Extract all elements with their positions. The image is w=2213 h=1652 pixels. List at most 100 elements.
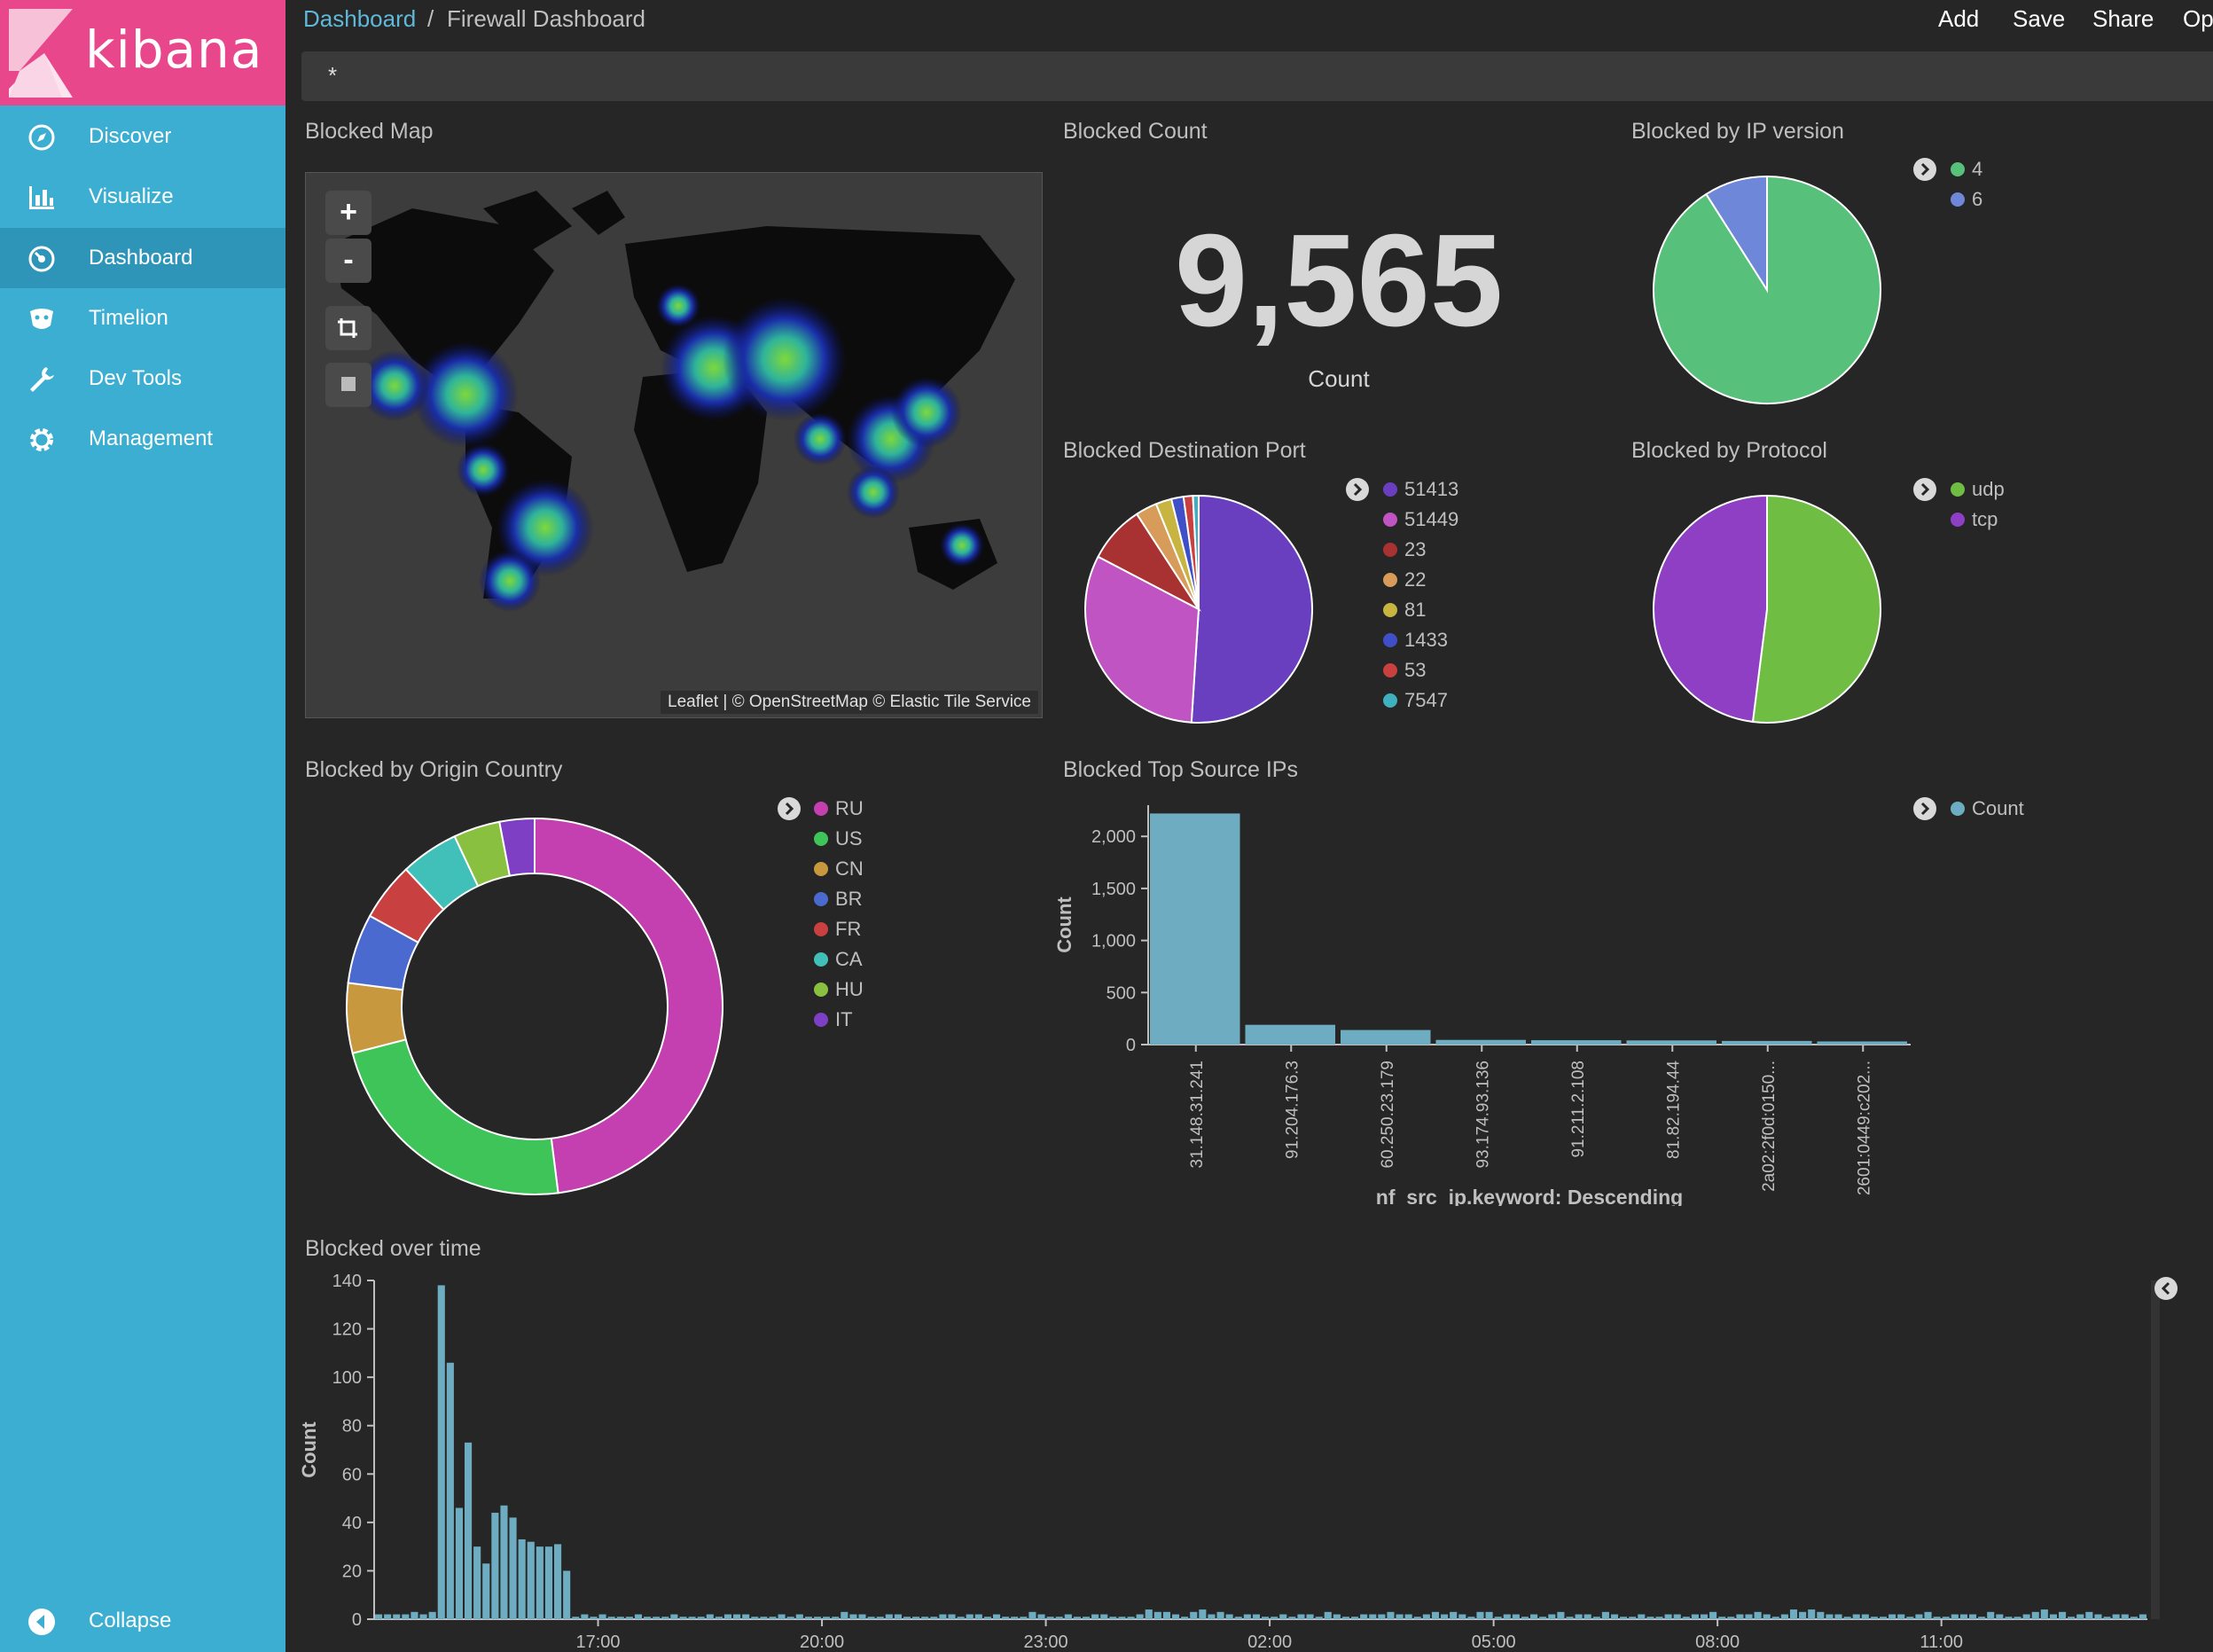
- legend-item[interactable]: 51413: [1383, 478, 1458, 501]
- bar[interactable]: [1682, 1617, 1690, 1619]
- breadcrumb-root[interactable]: Dashboard: [303, 5, 417, 32]
- bar[interactable]: [1458, 1614, 1466, 1619]
- bar[interactable]: [1817, 1611, 1825, 1619]
- bar[interactable]: [1208, 1614, 1216, 1619]
- bar[interactable]: [2112, 1614, 2120, 1619]
- save-button[interactable]: Save: [2013, 5, 2066, 32]
- bar[interactable]: [1826, 1614, 1834, 1619]
- bar[interactable]: [1100, 1614, 1108, 1619]
- bar[interactable]: [590, 1617, 598, 1619]
- bar[interactable]: [1243, 1614, 1251, 1619]
- bar[interactable]: [1234, 1617, 1242, 1619]
- bar[interactable]: [1996, 1614, 2004, 1619]
- bar[interactable]: [2085, 1611, 2093, 1619]
- bar[interactable]: [688, 1617, 696, 1619]
- bar[interactable]: [1011, 1617, 1019, 1619]
- pie-slice-tcp[interactable]: [1653, 494, 1768, 724]
- bar[interactable]: [1888, 1614, 1896, 1619]
- bar[interactable]: [1978, 1617, 1986, 1619]
- bar[interactable]: [1245, 1024, 1336, 1045]
- bar[interactable]: [527, 1541, 535, 1619]
- bar[interactable]: [1396, 1614, 1404, 1619]
- bar[interactable]: [1136, 1614, 1144, 1619]
- bar[interactable]: [1754, 1611, 1762, 1619]
- bar[interactable]: [1118, 1617, 1126, 1619]
- bar[interactable]: [1610, 1614, 1619, 1619]
- bar[interactable]: [1145, 1609, 1153, 1619]
- bar[interactable]: [1494, 1617, 1502, 1619]
- bar[interactable]: [1771, 1617, 1779, 1619]
- bar[interactable]: [1333, 1614, 1341, 1619]
- fit-bounds-button[interactable]: [325, 306, 371, 350]
- bar[interactable]: [509, 1517, 517, 1619]
- legend-item[interactable]: RU: [814, 797, 864, 820]
- bar[interactable]: [1817, 1041, 1908, 1045]
- bar[interactable]: [832, 1617, 840, 1619]
- legend-toggle-dest-port[interactable]: [1346, 478, 1369, 501]
- bar[interactable]: [1288, 1617, 1296, 1619]
- bar[interactable]: [1279, 1614, 1287, 1619]
- bar[interactable]: [1655, 1617, 1663, 1619]
- bar[interactable]: [760, 1617, 768, 1619]
- bar[interactable]: [518, 1538, 526, 1619]
- bar[interactable]: [581, 1614, 589, 1619]
- pie-slice-US[interactable]: [351, 1038, 559, 1195]
- legend-toggle-ip-version[interactable]: [1913, 158, 1936, 181]
- pie-slice-RU[interactable]: [534, 817, 723, 1194]
- bar[interactable]: [1959, 1614, 1967, 1619]
- bar[interactable]: [1626, 1040, 1717, 1045]
- legend-item[interactable]: 4: [1951, 158, 1982, 181]
- bar[interactable]: [1780, 1614, 1788, 1619]
- share-button[interactable]: Share: [2092, 5, 2154, 32]
- legend-toggle-protocol[interactable]: [1913, 478, 1936, 501]
- bar[interactable]: [1664, 1614, 1672, 1619]
- bar[interactable]: [1852, 1614, 1860, 1619]
- legend-item[interactable]: 1433: [1383, 629, 1448, 652]
- bar[interactable]: [1718, 1617, 1726, 1619]
- bar[interactable]: [1324, 1611, 1332, 1619]
- bar[interactable]: [1521, 1617, 1529, 1619]
- bar[interactable]: [1646, 1617, 1654, 1619]
- bar[interactable]: [473, 1546, 481, 1619]
- bar[interactable]: [653, 1617, 661, 1619]
- bar[interactable]: [1150, 813, 1240, 1045]
- bar[interactable]: [1109, 1617, 1117, 1619]
- legend-item[interactable]: tcp: [1951, 508, 1998, 531]
- bar[interactable]: [1153, 1611, 1161, 1619]
- bar[interactable]: [1808, 1609, 1816, 1619]
- bar[interactable]: [634, 1614, 643, 1619]
- nav-management[interactable]: Management: [0, 409, 285, 469]
- bar[interactable]: [1512, 1614, 1520, 1619]
- bar[interactable]: [813, 1617, 822, 1619]
- bar[interactable]: [2139, 1614, 2147, 1619]
- bar[interactable]: [1351, 1617, 1359, 1619]
- bar[interactable]: [536, 1546, 543, 1619]
- bar[interactable]: [778, 1614, 786, 1619]
- bar[interactable]: [966, 1614, 974, 1619]
- bar[interactable]: [1789, 1609, 1798, 1619]
- bar[interactable]: [769, 1617, 777, 1619]
- nav-dashboard[interactable]: Dashboard: [0, 228, 285, 288]
- bar[interactable]: [1082, 1617, 1091, 1619]
- bar[interactable]: [465, 1442, 473, 1619]
- bar[interactable]: [1028, 1611, 1036, 1619]
- bar[interactable]: [2031, 1611, 2039, 1619]
- bar[interactable]: [1422, 1614, 1430, 1619]
- bar[interactable]: [1190, 1611, 1198, 1619]
- bar[interactable]: [1216, 1611, 1224, 1619]
- bar[interactable]: [1548, 1614, 1556, 1619]
- bar[interactable]: [644, 1617, 652, 1619]
- bar[interactable]: [1575, 1614, 1583, 1619]
- bar[interactable]: [1262, 1617, 1270, 1619]
- bar[interactable]: [2005, 1617, 2013, 1619]
- bar[interactable]: [1450, 1611, 1458, 1619]
- bar[interactable]: [983, 1617, 991, 1619]
- legend-item[interactable]: 53: [1383, 659, 1426, 682]
- bar[interactable]: [1199, 1609, 1207, 1619]
- map-attribution[interactable]: Leaflet | © OpenStreetMap © Elastic Tile…: [661, 691, 1038, 714]
- bar[interactable]: [2076, 1614, 2084, 1619]
- bar[interactable]: [1162, 1611, 1170, 1619]
- bar[interactable]: [858, 1614, 866, 1619]
- bar[interactable]: [544, 1546, 553, 1619]
- bar[interactable]: [706, 1614, 714, 1619]
